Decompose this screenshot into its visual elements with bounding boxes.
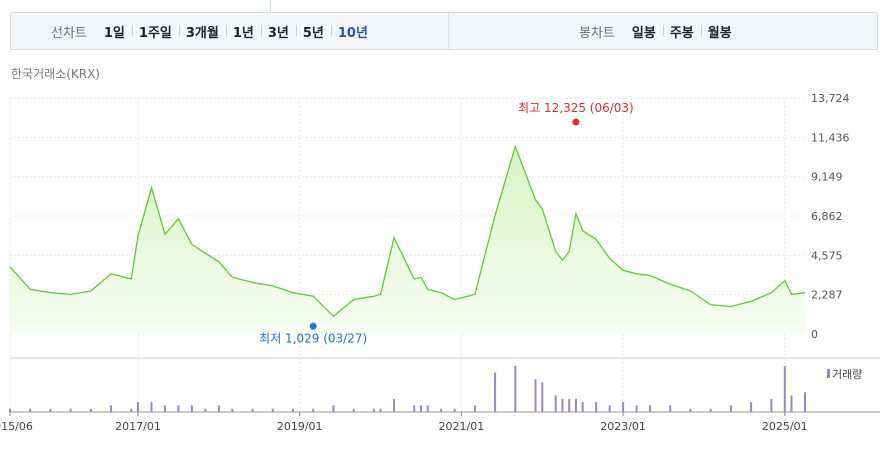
volume-bar xyxy=(568,398,571,412)
volume-bar xyxy=(554,395,557,412)
volume-bar xyxy=(709,408,712,412)
tabbar-divider xyxy=(448,13,449,49)
volume-bar xyxy=(271,408,274,412)
volume-bar xyxy=(29,408,32,412)
candle-chart-label: 봉차트 xyxy=(579,25,615,41)
volume-bar xyxy=(574,398,577,412)
tab-weekly-candle[interactable]: 주봉 xyxy=(662,22,701,41)
volume-bar xyxy=(137,402,140,412)
high-label: 최고 12,325 (06/03) xyxy=(518,101,634,115)
volume-bar xyxy=(190,405,193,412)
volume-bar xyxy=(783,366,786,412)
volume-bar xyxy=(49,408,52,412)
volume-bar xyxy=(379,408,382,412)
volume-bar xyxy=(689,408,692,412)
volume-bar xyxy=(352,408,355,412)
volume-bar xyxy=(608,405,611,412)
y-tick-label: 0 xyxy=(811,328,818,341)
tab-1y[interactable]: 1년 xyxy=(225,22,261,41)
volume-bar xyxy=(372,408,375,412)
volume-bar xyxy=(291,408,294,412)
volume-bar xyxy=(231,408,234,412)
volume-bar xyxy=(69,408,72,412)
volume-bar xyxy=(790,395,793,412)
volume-bar xyxy=(561,398,564,412)
tab-3m[interactable]: 3개월 xyxy=(178,22,226,41)
volume-legend-swatch xyxy=(827,369,830,378)
volume-bar xyxy=(729,405,732,412)
volume-bar xyxy=(453,408,456,412)
x-tick-label: 2023/01 xyxy=(600,420,646,433)
y-tick-label: 13,724 xyxy=(811,92,850,105)
volume-bar xyxy=(473,405,476,412)
chart-type-tabbar: 선차트 1일 1주일 3개월 1년 3년 5년 10년 봉차트 일봉 주봉 월봉 xyxy=(10,12,878,50)
volume-bar xyxy=(622,402,625,412)
low-label: 최저 1,029 (03/27) xyxy=(259,331,367,345)
tab-5y[interactable]: 5년 xyxy=(295,22,331,41)
x-tick-label: 2025/01 xyxy=(762,420,808,433)
x-tick-label: 2017/01 xyxy=(115,420,161,433)
volume-bar xyxy=(514,366,517,412)
candle-chart-tabs: 봉차트 일봉 주봉 월봉 xyxy=(579,13,739,49)
volume-bar xyxy=(419,405,422,412)
volume-bar xyxy=(595,402,598,412)
volume-bar xyxy=(89,408,92,412)
volume-bar xyxy=(440,408,443,412)
volume-bar xyxy=(494,372,497,412)
top-tick-divider xyxy=(270,0,271,12)
volume-bar xyxy=(9,408,11,412)
y-tick-label: 2,287 xyxy=(811,289,843,302)
volume-bar xyxy=(204,408,207,412)
volume-bar xyxy=(649,405,652,412)
volume-bar xyxy=(804,392,806,412)
line-chart-label: 선차트 xyxy=(51,25,87,41)
price-area-fill xyxy=(10,146,805,334)
volume-bar xyxy=(312,408,315,412)
exchange-label: 한국거래소(KRX) xyxy=(11,67,100,81)
y-tick-label: 9,149 xyxy=(811,171,843,184)
volume-bar xyxy=(635,405,638,412)
volume-bar xyxy=(534,379,537,412)
low-marker xyxy=(309,322,317,330)
y-tick-label: 4,575 xyxy=(811,249,843,262)
y-tick-label: 11,436 xyxy=(811,131,850,144)
price-line xyxy=(9,144,806,318)
volume-legend-label: 거래량 xyxy=(832,368,862,381)
volume-bar xyxy=(393,398,396,412)
volume-bar xyxy=(177,405,180,412)
volume-bar xyxy=(770,398,773,412)
volume-bar xyxy=(750,402,753,412)
tab-1d[interactable]: 1일 xyxy=(103,25,125,41)
tab-3y[interactable]: 3년 xyxy=(260,22,296,41)
volume-bar xyxy=(413,405,416,412)
volume-bar xyxy=(130,408,133,412)
volume-bar xyxy=(669,405,672,412)
tab-1w[interactable]: 1주일 xyxy=(131,22,179,41)
tab-10y[interactable]: 10년 xyxy=(330,22,375,41)
volume-bar xyxy=(426,405,429,412)
volume-bar xyxy=(150,402,153,412)
x-tick-label: 2019/01 xyxy=(277,420,323,433)
line-chart-tabs: 선차트 1일 1주일 3개월 1년 3년 5년 10년 xyxy=(51,13,375,49)
volume-bar xyxy=(332,405,335,412)
volume-bar xyxy=(163,405,166,412)
tab-monthly-candle[interactable]: 월봉 xyxy=(700,22,739,41)
volume-bar xyxy=(217,405,220,412)
tab-daily-candle[interactable]: 일봉 xyxy=(631,25,656,41)
x-tick-label: 2015/06 xyxy=(0,420,33,433)
volume-bar xyxy=(541,382,544,412)
high-marker xyxy=(572,118,580,126)
y-tick-label: 6,862 xyxy=(811,210,843,223)
volume-bar xyxy=(581,402,584,412)
x-tick-label: 2021/01 xyxy=(439,420,485,433)
volume-bar xyxy=(251,408,254,412)
volume-bar xyxy=(110,405,113,412)
